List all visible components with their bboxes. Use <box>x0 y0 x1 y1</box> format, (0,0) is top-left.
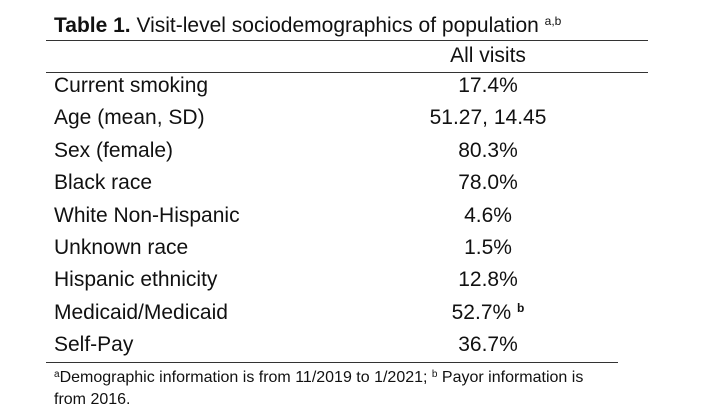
value-superscript: b <box>517 300 525 315</box>
table-row: Black race 78.0% <box>0 171 701 203</box>
value-text: 12.8% <box>458 268 518 292</box>
top-rule <box>46 40 648 41</box>
table-title: Table 1. Visit-level sociodemographics o… <box>54 14 561 38</box>
row-value: 80.3% <box>388 139 588 163</box>
footnote-a-text: Demographic information is from 11/2019 … <box>59 369 432 386</box>
row-label: Hispanic ethnicity <box>54 268 218 292</box>
row-label: Sex (female) <box>54 138 174 162</box>
table-row: Current smoking 17.4% <box>0 74 701 106</box>
row-value: 4.6% <box>388 204 588 228</box>
footnote-b-mark: b <box>431 369 438 380</box>
title-text: Visit-level sociodemographics of populat… <box>130 14 539 37</box>
value-text: 80.3% <box>458 138 518 162</box>
table-row: Unknown race 1.5% <box>0 236 701 268</box>
row-value: 12.8% <box>388 268 588 292</box>
row-value: 1.5% <box>388 236 588 260</box>
row-value: 51.27, 14.45 <box>388 106 588 130</box>
row-label: Current smoking <box>54 74 209 97</box>
value-text: 52.7% <box>451 300 512 324</box>
value-text: 17.4% <box>458 74 518 97</box>
row-value: 78.0% <box>388 171 588 195</box>
header-rule <box>46 72 648 73</box>
value-text: 51.27, 14.45 <box>429 106 547 130</box>
table-row: Hispanic ethnicity 12.8% <box>0 268 701 300</box>
footnote-a-mark: a <box>54 369 60 380</box>
column-header: All visits <box>450 44 526 67</box>
value-text: 4.6% <box>464 203 512 227</box>
row-label: Age (mean, SD) <box>54 106 205 130</box>
title-superscript: a,b <box>544 14 562 28</box>
table-row: Sex (female) 80.3% <box>0 139 701 171</box>
row-label: Unknown race <box>54 236 189 259</box>
row-label: Black race <box>54 171 153 195</box>
value-text: 1.5% <box>464 236 512 259</box>
table-row: Medicaid/Medicaid 52.7% b <box>0 301 701 333</box>
footnote-b-text: Payor information is from 2016. <box>54 369 584 408</box>
footnote: aDemographic information is from 11/2019… <box>54 364 594 411</box>
bottom-rule <box>46 362 618 363</box>
row-value: 17.4% <box>388 74 588 98</box>
row-label: Medicaid/Medicaid <box>54 300 228 324</box>
table-row: Age (mean, SD) 51.27, 14.45 <box>0 106 701 138</box>
value-text: 78.0% <box>458 171 518 195</box>
table-row: Self-Pay 36.7% <box>0 333 701 365</box>
value-text: 36.7% <box>458 333 518 357</box>
table-number: Table 1. <box>54 14 131 37</box>
row-label: Self-Pay <box>54 333 134 357</box>
row-label: White Non-Hispanic <box>54 203 240 227</box>
row-value: 36.7% <box>388 333 588 357</box>
row-value: 52.7% b <box>388 301 588 325</box>
table-row: White Non-Hispanic 4.6% <box>0 204 701 236</box>
